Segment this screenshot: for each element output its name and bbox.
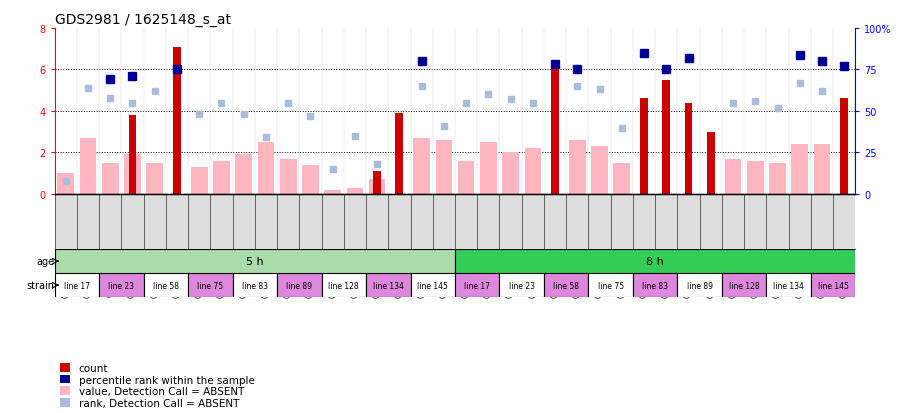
Bar xyxy=(321,273,366,297)
Bar xyxy=(841,99,848,195)
Bar xyxy=(502,153,519,195)
Bar xyxy=(233,273,277,297)
Bar xyxy=(302,166,318,195)
Bar xyxy=(124,155,141,195)
Text: line 23: line 23 xyxy=(509,281,535,290)
Bar xyxy=(722,273,766,297)
Bar xyxy=(677,273,722,297)
Bar xyxy=(147,164,163,195)
Bar xyxy=(455,273,500,297)
Bar xyxy=(747,161,763,195)
Bar xyxy=(277,273,321,297)
Bar xyxy=(410,273,455,297)
Bar xyxy=(80,138,96,195)
Bar xyxy=(662,81,670,195)
Bar xyxy=(128,116,136,195)
Bar xyxy=(592,147,608,195)
Bar xyxy=(551,70,559,195)
Text: 5 h: 5 h xyxy=(246,256,264,266)
Text: line 83: line 83 xyxy=(242,281,268,290)
Text: line 89: line 89 xyxy=(687,281,713,290)
Text: line 23: line 23 xyxy=(108,281,135,290)
Bar xyxy=(640,99,648,195)
Bar xyxy=(811,273,855,297)
Bar xyxy=(369,180,386,195)
Text: line 58: line 58 xyxy=(153,281,179,290)
Bar xyxy=(707,132,714,195)
Bar xyxy=(633,273,677,297)
Bar xyxy=(413,138,430,195)
Text: line 134: line 134 xyxy=(373,281,404,290)
Text: line 83: line 83 xyxy=(642,281,668,290)
Bar xyxy=(769,164,786,195)
Bar xyxy=(766,273,811,297)
Text: line 145: line 145 xyxy=(818,281,849,290)
Bar xyxy=(99,273,144,297)
Bar xyxy=(57,174,74,195)
Bar xyxy=(613,164,630,195)
Bar xyxy=(396,114,403,195)
Bar xyxy=(258,142,274,195)
Text: line 89: line 89 xyxy=(287,281,312,290)
Bar xyxy=(500,273,544,297)
Text: line 145: line 145 xyxy=(418,281,449,290)
Bar xyxy=(213,161,229,195)
Legend: count, percentile rank within the sample, value, Detection Call = ABSENT, rank, : count, percentile rank within the sample… xyxy=(60,363,255,408)
Text: line 75: line 75 xyxy=(598,281,623,290)
Bar xyxy=(188,273,233,297)
Bar xyxy=(280,159,297,195)
Text: line 58: line 58 xyxy=(553,281,580,290)
Text: line 75: line 75 xyxy=(197,281,223,290)
Bar xyxy=(191,168,207,195)
Bar xyxy=(455,249,855,273)
Bar xyxy=(236,155,252,195)
Bar xyxy=(524,149,541,195)
Text: line 128: line 128 xyxy=(329,281,359,290)
Bar xyxy=(724,159,742,195)
Text: GDS2981 / 1625148_s_at: GDS2981 / 1625148_s_at xyxy=(55,12,230,26)
Bar xyxy=(458,161,474,195)
Bar xyxy=(792,145,808,195)
Text: line 128: line 128 xyxy=(729,281,760,290)
Bar xyxy=(684,103,693,195)
Bar xyxy=(373,172,381,195)
Bar xyxy=(324,190,341,195)
Bar xyxy=(544,273,589,297)
Bar xyxy=(480,142,497,195)
Bar xyxy=(173,47,181,195)
Text: 8 h: 8 h xyxy=(646,256,664,266)
Bar xyxy=(55,273,99,297)
Bar xyxy=(589,273,633,297)
Text: age: age xyxy=(36,256,55,266)
Bar xyxy=(347,188,363,195)
Text: line 17: line 17 xyxy=(64,281,90,290)
Bar xyxy=(144,273,188,297)
Bar xyxy=(569,140,586,195)
Bar xyxy=(102,164,118,195)
Text: line 134: line 134 xyxy=(774,281,804,290)
Text: strain: strain xyxy=(26,280,55,290)
Bar xyxy=(814,145,830,195)
Bar xyxy=(366,273,410,297)
Bar xyxy=(436,140,452,195)
Text: line 17: line 17 xyxy=(464,281,490,290)
Bar xyxy=(55,249,455,273)
